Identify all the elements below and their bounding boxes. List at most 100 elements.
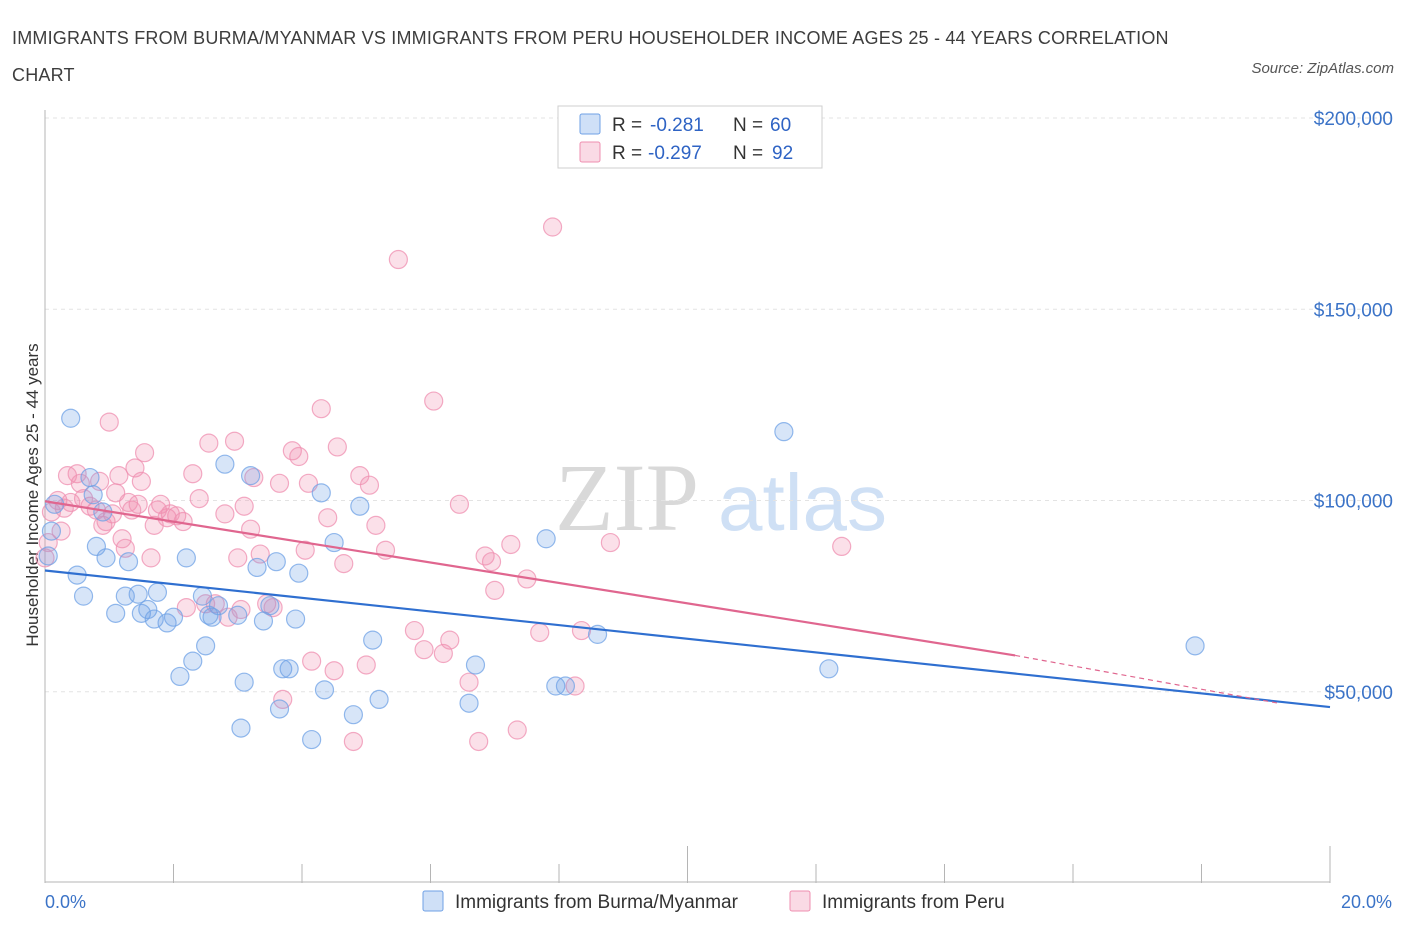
point-peru xyxy=(228,548,248,568)
point-peru xyxy=(224,431,245,451)
point-peru xyxy=(343,731,363,752)
point-burma xyxy=(228,605,248,625)
legend-n-value-burma: 60 xyxy=(770,115,791,136)
point-peru xyxy=(215,504,235,524)
series-legend: Immigrants from Burma/Myanmar Immigrants… xyxy=(422,890,1005,913)
legend-n-label-peru: N = xyxy=(733,143,763,164)
point-peru xyxy=(565,676,585,696)
point-burma xyxy=(774,422,794,442)
point-peru xyxy=(189,488,209,509)
point-burma xyxy=(199,605,219,625)
legend-n-label-burma: N = xyxy=(733,115,763,136)
point-burma xyxy=(285,609,306,629)
point-burma xyxy=(536,529,556,549)
point-peru xyxy=(449,494,470,514)
legend-n-value-peru: 92 xyxy=(772,143,793,164)
point-peru xyxy=(263,597,283,618)
point-peru xyxy=(183,464,203,484)
point-peru xyxy=(334,554,354,574)
legend-swatch-burma xyxy=(579,113,601,135)
stats-legend: R = -0.281 N = 60 R = -0.297 N = 92 xyxy=(557,105,823,169)
point-peru xyxy=(128,494,148,514)
y-tick-labels: $50,000 $100,000 $150,000 $200,000 xyxy=(1314,109,1393,704)
point-peru xyxy=(176,597,196,618)
point-burma xyxy=(192,586,213,606)
series-legend-swatch-peru xyxy=(789,890,811,912)
point-burma xyxy=(546,676,566,696)
point-burma xyxy=(289,563,309,583)
point-burma xyxy=(369,689,389,710)
axes xyxy=(44,110,1331,883)
point-burma xyxy=(302,729,322,750)
point-peru xyxy=(414,640,434,660)
x-tick-label-min: 0.0% xyxy=(45,892,86,912)
point-peru xyxy=(359,475,380,495)
legend-swatch-peru xyxy=(579,141,601,163)
point-burma xyxy=(279,659,299,679)
point-peru xyxy=(485,580,505,600)
point-peru xyxy=(388,249,408,270)
point-burma xyxy=(260,596,280,616)
point-burma xyxy=(80,467,100,488)
point-burma xyxy=(363,630,383,650)
point-burma xyxy=(311,483,331,503)
x-tick-label-max: 20.0% xyxy=(1341,892,1392,912)
point-peru xyxy=(530,622,550,643)
legend-r-value-peru: -0.297 xyxy=(648,143,702,164)
chart-source: Source: ZipAtlas.com xyxy=(1251,60,1394,77)
point-burma xyxy=(147,582,168,602)
point-burma xyxy=(459,693,479,713)
trend-line-burma xyxy=(44,569,1331,709)
point-peru xyxy=(234,496,254,516)
point-burma xyxy=(234,672,254,692)
point-burma xyxy=(819,659,839,679)
y-tick-label: $50,000 xyxy=(1324,683,1393,704)
legend-r-value-burma: -0.281 xyxy=(650,115,704,136)
point-burma xyxy=(273,659,293,679)
series-legend-label-burma: Immigrants from Burma/Myanmar xyxy=(455,892,739,913)
point-burma xyxy=(269,699,290,719)
point-burma xyxy=(1185,636,1205,656)
trend-lines xyxy=(44,500,1331,709)
point-burma xyxy=(138,599,158,620)
point-burma xyxy=(215,454,235,474)
legend-r-label-burma: R = xyxy=(612,115,642,136)
point-peru xyxy=(35,548,55,568)
point-peru xyxy=(51,521,71,541)
point-burma xyxy=(41,521,62,541)
point-peru xyxy=(481,552,502,572)
point-peru xyxy=(141,548,161,568)
point-peru xyxy=(366,515,386,535)
point-peru xyxy=(404,620,425,641)
watermark-zip: ZIP xyxy=(555,444,699,551)
point-peru xyxy=(311,399,331,419)
point-burma xyxy=(314,680,335,700)
point-burma xyxy=(350,496,370,516)
point-peru xyxy=(302,651,322,671)
point-burma xyxy=(38,546,58,566)
legend-r-label-peru: R = xyxy=(612,143,642,164)
point-burma xyxy=(183,651,203,671)
y-axis-label: Householder Income Ages 25 - 44 years xyxy=(23,343,42,646)
point-burma xyxy=(343,705,363,725)
stats-legend-box xyxy=(557,105,823,169)
point-burma xyxy=(465,655,486,675)
point-burma xyxy=(106,603,126,623)
point-burma xyxy=(163,607,184,627)
point-peru xyxy=(289,446,309,467)
trend-line-peru-extension xyxy=(1015,654,1279,704)
point-burma xyxy=(61,408,81,428)
point-burma xyxy=(144,609,164,629)
point-peru xyxy=(832,536,852,557)
point-peru xyxy=(318,508,338,528)
y-tick-label: $100,000 xyxy=(1314,492,1393,513)
point-burma xyxy=(231,718,251,738)
point-peru xyxy=(109,466,129,486)
point-burma xyxy=(73,586,94,606)
chart-title: IMMIGRANTS FROM BURMA/MYANMAR VS IMMIGRA… xyxy=(12,28,1169,85)
point-peru xyxy=(571,620,592,641)
point-peru xyxy=(507,720,527,740)
point-peru xyxy=(327,437,347,457)
trend-line-peru xyxy=(44,500,1016,657)
